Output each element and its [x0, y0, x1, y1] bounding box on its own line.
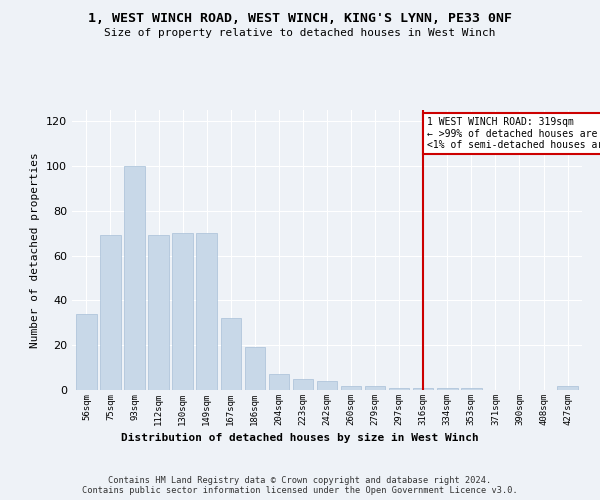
Bar [245, 348, 265, 390]
Text: Distribution of detached houses by size in West Winch: Distribution of detached houses by size … [121, 432, 479, 442]
Bar [269, 374, 289, 390]
Bar [172, 233, 193, 390]
Text: 1 WEST WINCH ROAD: 319sqm
← >99% of detached houses are smaller (402)
<1% of sem: 1 WEST WINCH ROAD: 319sqm ← >99% of deta… [427, 116, 600, 150]
Bar [124, 166, 145, 390]
Bar [148, 236, 169, 390]
Bar [100, 236, 121, 390]
Bar [413, 388, 433, 390]
Bar [557, 386, 578, 390]
Bar [76, 314, 97, 390]
Bar [293, 379, 313, 390]
Text: 1, WEST WINCH ROAD, WEST WINCH, KING'S LYNN, PE33 0NF: 1, WEST WINCH ROAD, WEST WINCH, KING'S L… [88, 12, 512, 26]
Bar [341, 386, 361, 390]
Bar [437, 388, 458, 390]
Bar [196, 233, 217, 390]
Bar [461, 388, 482, 390]
Bar [317, 381, 337, 390]
Bar [389, 388, 409, 390]
Bar [221, 318, 241, 390]
Y-axis label: Number of detached properties: Number of detached properties [31, 152, 40, 348]
Bar [365, 386, 385, 390]
Text: Contains HM Land Registry data © Crown copyright and database right 2024.
Contai: Contains HM Land Registry data © Crown c… [82, 476, 518, 495]
Text: Size of property relative to detached houses in West Winch: Size of property relative to detached ho… [104, 28, 496, 38]
